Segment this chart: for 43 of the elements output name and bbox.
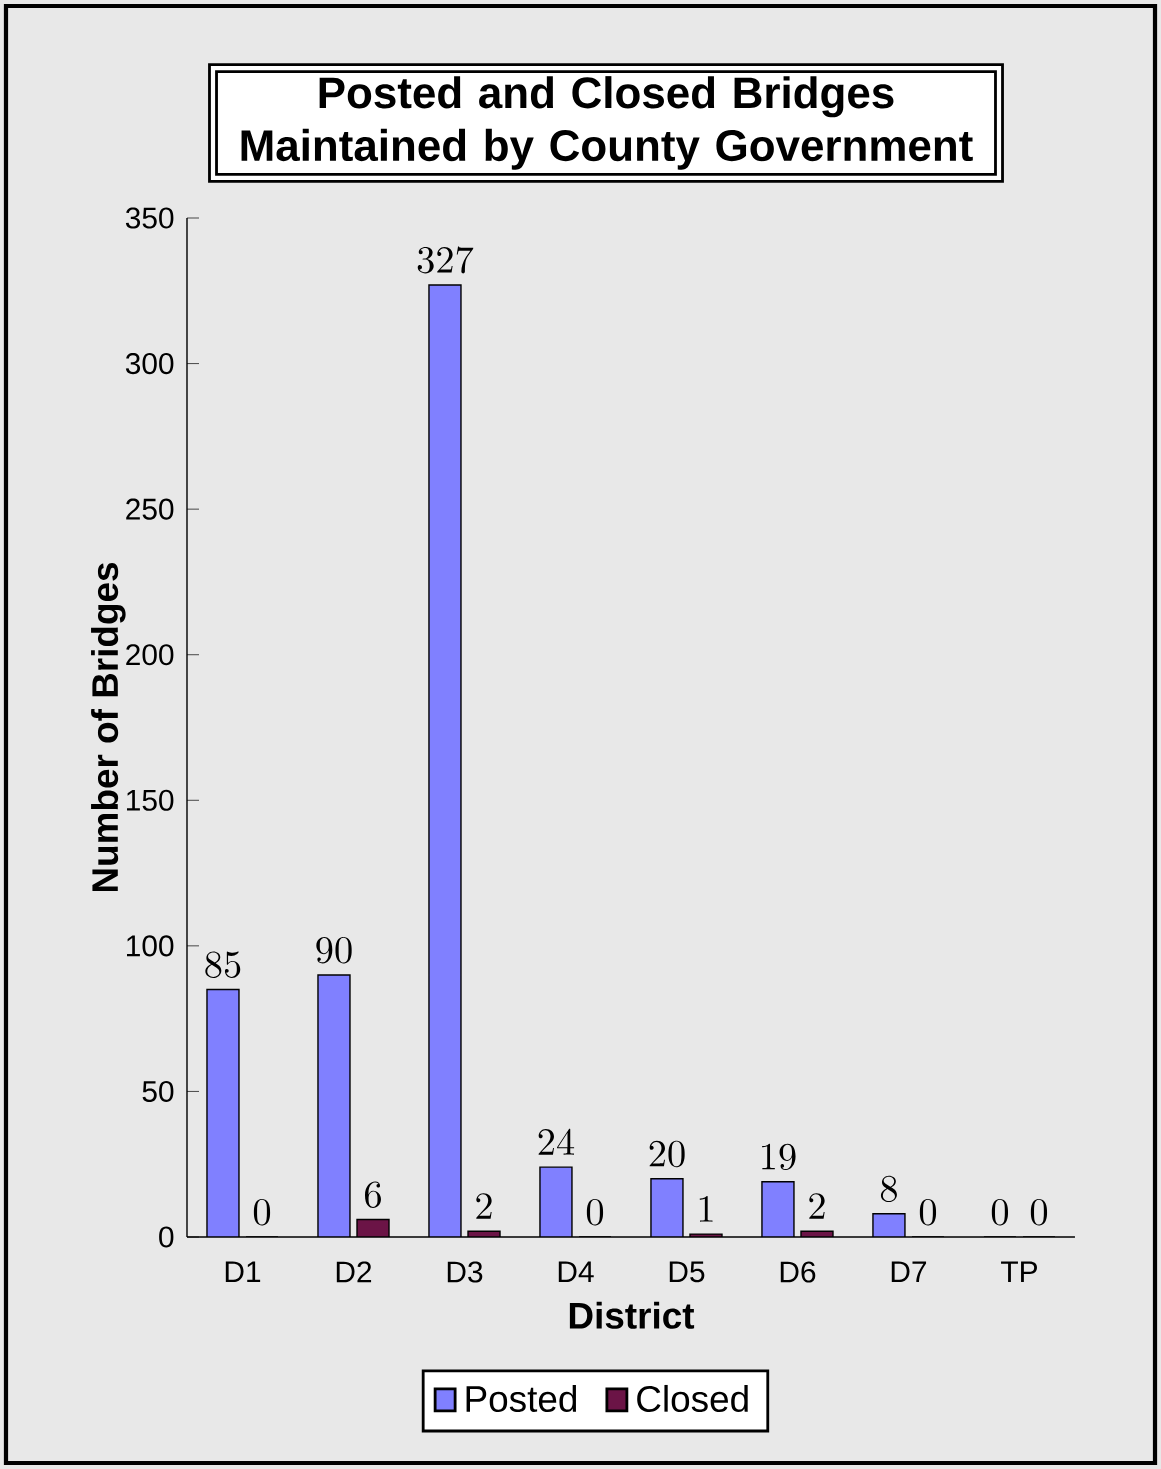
bar (650, 1178, 683, 1238)
bar (539, 1167, 572, 1238)
data-label: 6 (364, 1181, 381, 1208)
data-label: 19 (762, 1143, 796, 1171)
x-tick-label: D7 (891, 1261, 927, 1282)
data-label: 0 (253, 1198, 271, 1226)
data-label: 0 (1030, 1198, 1048, 1226)
data-label: 85 (205, 951, 241, 978)
bar (428, 284, 461, 1238)
y-tick-label: 300 (125, 353, 174, 375)
y-tick-label: 0 (159, 1226, 174, 1248)
y-axis-title: Number of Bridges (91, 562, 126, 892)
x-axis-title: District (569, 1301, 695, 1329)
data-label: 2 (476, 1193, 492, 1219)
y-tick-label: 350 (125, 207, 174, 229)
x-tick-label: TP (1001, 1261, 1037, 1282)
data-label: 327 (417, 246, 474, 274)
data-label: 8 (880, 1175, 897, 1203)
chart-title: Posted and Closed Bridges Maintained by County Government (241, 76, 973, 170)
bar (761, 1181, 794, 1238)
data-label: 0 (586, 1198, 604, 1226)
data-label: 24 (538, 1128, 575, 1155)
x-tick-label: D4 (558, 1261, 594, 1282)
legend-label: Closed (637, 1384, 748, 1413)
data-label: 1 (699, 1196, 713, 1222)
bar (206, 989, 239, 1238)
x-tick-label: D1 (225, 1261, 261, 1282)
y-tick-label: 100 (127, 935, 174, 957)
data-label: 0 (991, 1198, 1009, 1226)
data-label: 90 (316, 936, 352, 964)
x-tick-label: D3 (447, 1261, 483, 1283)
bar (317, 974, 350, 1238)
x-tick-label: D2 (336, 1261, 372, 1283)
y-tick-label: 150 (127, 789, 174, 811)
x-tick-label: D6 (780, 1261, 816, 1283)
y-tick-label: 200 (126, 644, 174, 666)
data-label: 0 (919, 1198, 937, 1226)
data-label: 2 (809, 1193, 825, 1219)
y-tick-label: 50 (142, 1080, 174, 1102)
legend-label: Posted (466, 1384, 577, 1413)
y-tick-label: 250 (126, 498, 174, 520)
data-label: 20 (649, 1140, 685, 1168)
x-tick-label: D5 (669, 1261, 705, 1283)
